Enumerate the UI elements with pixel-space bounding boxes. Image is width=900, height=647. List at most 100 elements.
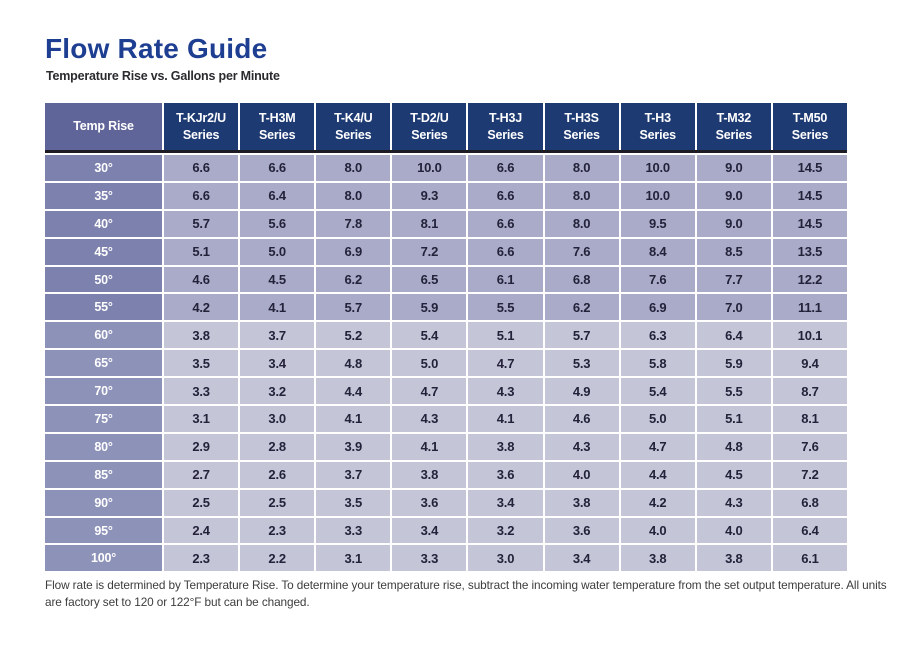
series-column-header: T-H3J Series <box>468 103 543 150</box>
table-row: 100° 2.3 2.2 3.1 3.3 3.0 3.4 3.8 3.8 6.1 <box>45 545 847 572</box>
series-column-header: T-K4/U Series <box>316 103 391 150</box>
flow-rate-cell: 4.1 <box>240 294 315 321</box>
series-word-label: Series <box>563 127 600 142</box>
flow-rate-cell: 3.5 <box>164 350 239 377</box>
flow-rate-cell: 8.0 <box>316 155 391 181</box>
flow-rate-cell: 3.0 <box>468 545 543 572</box>
temp-rise-cell: 35° <box>45 182 162 209</box>
flow-rate-cell: 5.5 <box>696 378 771 405</box>
flow-rate-cell: 6.4 <box>240 182 315 209</box>
table-row: 40° 5.7 5.6 7.8 8.1 6.6 8.0 9.5 9.0 14.5 <box>45 210 847 237</box>
flow-rate-cell: 2.3 <box>164 545 239 572</box>
table-row: 95° 2.4 2.3 3.3 3.4 3.2 3.6 4.0 4.0 6.4 <box>45 517 847 544</box>
flow-rate-cell: 3.2 <box>468 517 543 544</box>
flow-rate-cell: 7.8 <box>316 210 391 237</box>
flow-rate-cell: 10.0 <box>392 155 467 181</box>
flow-rate-cell: 4.8 <box>696 433 771 460</box>
series-model-label: T-D2/U <box>410 110 449 125</box>
table-row: 50° 4.6 4.5 6.2 6.5 6.1 6.8 7.6 7.7 12.2 <box>45 266 847 293</box>
series-column-header: T-M32 Series <box>696 103 771 150</box>
flow-rate-cell: 4.0 <box>620 517 695 544</box>
flow-rate-cell: 2.2 <box>240 545 315 572</box>
flow-rate-cell: 4.1 <box>316 406 391 432</box>
temp-rise-cell: 70° <box>45 378 162 405</box>
flow-rate-cell: 5.6 <box>240 210 315 237</box>
flow-rate-cell: 3.8 <box>468 433 543 460</box>
flow-rate-cell: 11.1 <box>772 294 847 321</box>
series-model-label: T-M50 <box>792 110 828 125</box>
flow-rate-cell: 5.7 <box>164 210 239 237</box>
flow-rate-cell: 3.4 <box>392 517 467 544</box>
flow-rate-cell: 8.0 <box>544 210 619 237</box>
series-word-label: Series <box>411 127 448 142</box>
flow-rate-cell: 2.5 <box>164 489 239 516</box>
flow-rate-cell: 9.4 <box>772 350 847 377</box>
flow-rate-cell: 5.4 <box>392 322 467 349</box>
flow-rate-cell: 4.0 <box>544 461 619 488</box>
flow-rate-cell: 6.1 <box>772 545 847 572</box>
flow-rate-cell: 14.5 <box>772 210 847 237</box>
flow-rate-cell: 5.0 <box>240 238 315 265</box>
flow-rate-cell: 14.5 <box>772 155 847 181</box>
flow-rate-cell: 4.5 <box>696 461 771 488</box>
flow-rate-cell: 3.8 <box>544 489 619 516</box>
table-row: 30° 6.6 6.6 8.0 10.0 6.6 8.0 10.0 9.0 14.5 <box>45 155 847 181</box>
flow-rate-cell: 3.2 <box>240 378 315 405</box>
flow-rate-cell: 2.7 <box>164 461 239 488</box>
series-model-label: T-H3S <box>564 110 599 125</box>
flow-rate-cell: 3.4 <box>544 545 619 572</box>
series-model-label: T-M32 <box>716 110 752 125</box>
flow-rate-cell: 3.8 <box>696 545 771 572</box>
flow-rate-cell: 5.1 <box>468 322 543 349</box>
flow-rate-cell: 4.7 <box>620 433 695 460</box>
flow-rate-cell: 4.7 <box>468 350 543 377</box>
flow-rate-cell: 4.4 <box>316 378 391 405</box>
table-header-row: Temp Rise T-KJr2/U Series T-H3M Series T-K4/… <box>45 103 847 150</box>
flow-rate-cell: 4.3 <box>468 378 543 405</box>
flow-rate-cell: 8.1 <box>772 406 847 432</box>
series-word-label: Series <box>182 127 220 142</box>
series-column-header: T-H3S Series <box>544 103 619 150</box>
flow-rate-cell: 3.4 <box>240 350 315 377</box>
page-title: Flow Rate Guide <box>45 33 268 64</box>
flow-rate-cell: 10.1 <box>772 322 847 349</box>
flow-rate-cell: 7.6 <box>772 433 847 460</box>
flow-rate-cell: 3.1 <box>316 545 391 572</box>
flow-rate-cell: 4.4 <box>620 461 695 488</box>
series-column-header: T-D2/U Series <box>392 103 467 150</box>
table-row: 75° 3.1 3.0 4.1 4.3 4.1 4.6 5.0 5.1 8.1 <box>45 406 847 432</box>
temp-rise-cell: 85° <box>45 461 162 488</box>
flow-rate-cell: 6.6 <box>164 155 239 181</box>
flow-rate-cell: 3.7 <box>240 322 315 349</box>
series-column-header: T-KJr2/U Series <box>164 103 239 150</box>
series-model-label: T-H3 <box>644 110 671 125</box>
flow-rate-cell: 4.9 <box>544 378 619 405</box>
header-divider <box>45 150 847 153</box>
temp-rise-cell: 100° <box>45 545 162 572</box>
flow-rate-cell: 3.6 <box>392 489 467 516</box>
flow-rate-cell: 2.6 <box>240 461 315 488</box>
flow-rate-cell: 9.3 <box>392 182 467 209</box>
flow-rate-cell: 9.0 <box>696 155 771 181</box>
flow-rate-cell: 3.8 <box>392 461 467 488</box>
flow-rate-cell: 3.0 <box>240 406 315 432</box>
series-model-label: T-K4/U <box>334 110 373 125</box>
flow-rate-cell: 6.9 <box>316 238 391 265</box>
flow-rate-cell: 4.2 <box>164 294 239 321</box>
flow-rate-cell: 9.0 <box>696 210 771 237</box>
temp-rise-cell: 50° <box>45 266 162 293</box>
flow-rate-cell: 6.8 <box>544 266 619 293</box>
flow-rate-cell: 5.0 <box>620 406 695 432</box>
flow-rate-cell: 6.3 <box>620 322 695 349</box>
temp-rise-cell: 65° <box>45 350 162 377</box>
flow-rate-cell: 8.4 <box>620 238 695 265</box>
flow-rate-cell: 3.1 <box>164 406 239 432</box>
flow-rate-cell: 7.2 <box>392 238 467 265</box>
flow-rate-cell: 3.3 <box>164 378 239 405</box>
flow-rate-cell: 3.8 <box>620 545 695 572</box>
temp-rise-cell: 90° <box>45 489 162 516</box>
footnote-line-2: are factory set to 120 or 122°F but can … <box>45 595 310 609</box>
flow-rate-cell: 5.1 <box>696 406 771 432</box>
flow-rate-cell: 4.5 <box>240 266 315 293</box>
flow-rate-cell: 6.6 <box>468 155 543 181</box>
